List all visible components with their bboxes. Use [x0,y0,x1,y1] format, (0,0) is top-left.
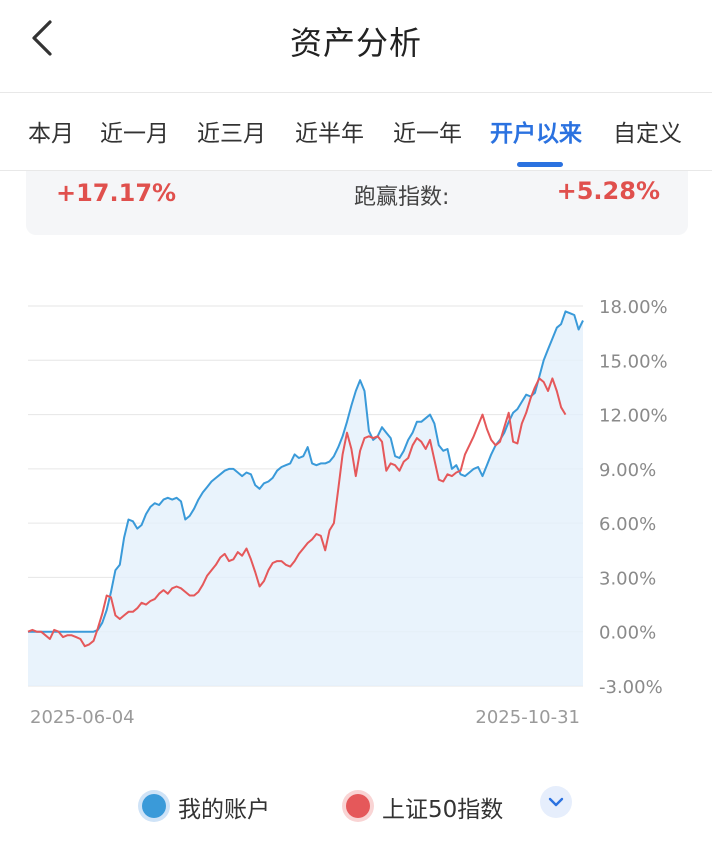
return-chart: 18.00% 15.00% 12.00% 9.00% 6.00% 3.00% 0.00% -3… [27,297,668,728]
index-series-dot [346,794,370,818]
y-tick-label: 6.00% [599,514,656,535]
y-tick-label: -3.00% [599,677,663,698]
expand-legend-button[interactable] [540,786,572,818]
legend-label-index: 上证50指数 [382,797,504,823]
y-tick-label: 18.00% [599,297,668,318]
legend-item-index[interactable]: 上证50指数 [346,788,526,824]
legend-label-account: 我的账户 [178,797,270,823]
y-tick-label: 12.00% [599,406,668,427]
app-header: 资产分析 [0,0,712,93]
tab-this-month[interactable]: 本月 [28,121,74,147]
account-series-line [28,310,584,633]
x-start-label: 2025-06-04 [30,707,135,728]
chart-legend: 我的账户 上证50指数 [0,784,712,824]
tab-custom[interactable]: 自定义 [613,121,682,147]
tab-one-year[interactable]: 近一年 [393,121,462,147]
index-series-line [27,377,567,648]
page-title: 资产分析 [289,24,422,62]
account-area [28,311,583,686]
active-tab-indicator [517,162,563,167]
chevron-left-icon [32,20,52,56]
summary-card: +17.17% 跑赢指数: +5.28% [26,171,688,235]
back-button[interactable] [22,18,66,62]
x-end-label: 2025-10-31 [475,707,580,728]
tab-half-year[interactable]: 近半年 [295,121,364,147]
y-tick-label: 9.00% [599,460,656,481]
account-return-value: +17.17% [56,179,177,207]
excess-return-label: 跑赢指数: [354,185,450,210]
y-tick-label: 15.00% [599,351,668,372]
account-series-dot [142,794,166,818]
y-tick-label: 3.00% [599,568,656,589]
tab-one-month[interactable]: 近一月 [100,121,169,147]
chevron-down-icon [548,797,564,807]
y-tick-label: 0.00% [599,623,656,644]
tab-three-months[interactable]: 近三月 [197,121,266,147]
tab-since-open[interactable]: 开户以来 [490,121,582,147]
period-tabs: 本月 近一月 近三月 近半年 近一年 开户以来 自定义 [0,92,712,171]
excess-return-value: +5.28% [556,177,660,205]
legend-item-account[interactable]: 我的账户 [142,788,302,824]
